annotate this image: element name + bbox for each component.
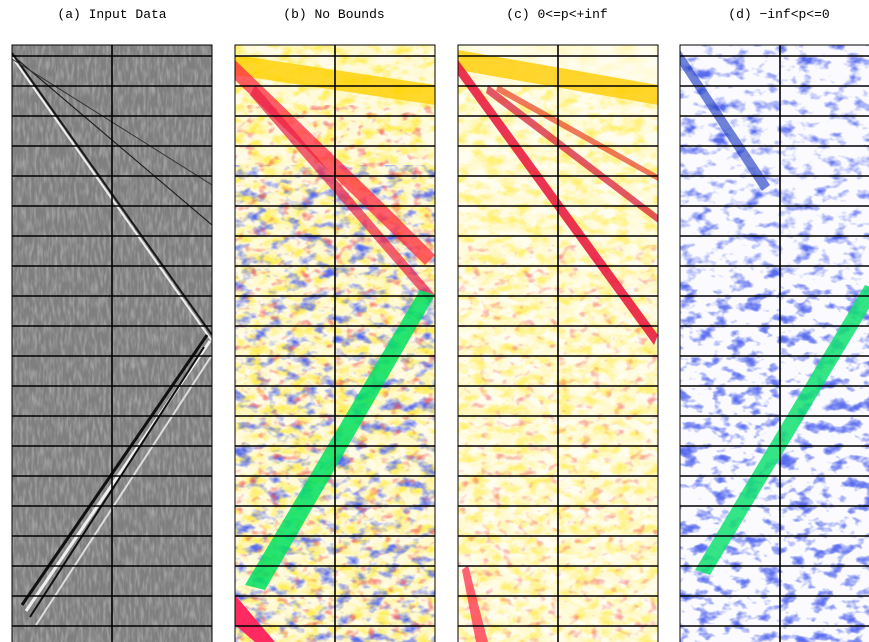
panel-title: (b) No Bounds <box>283 7 384 22</box>
figure: (a) Input Data (b) No Bounds (c) 0<=p<+i… <box>0 0 869 642</box>
panel-title: (d) −inf<p<=0 <box>728 7 829 22</box>
panel-title: (c) 0<=p<+inf <box>506 7 607 22</box>
panel-d <box>680 45 869 642</box>
panel-title: (a) Input Data <box>57 7 166 22</box>
